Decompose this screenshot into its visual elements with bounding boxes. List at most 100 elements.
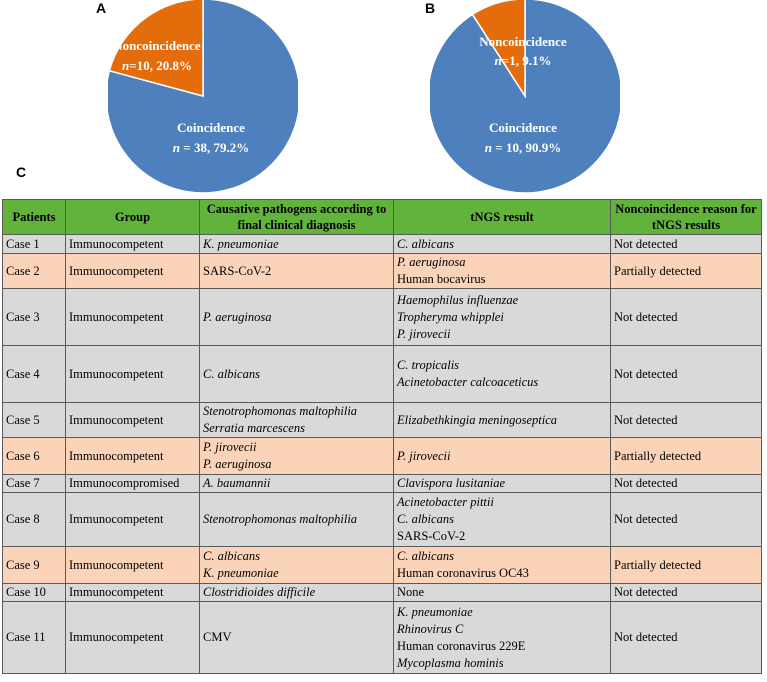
cell-group: Immunocompetent	[65, 583, 200, 602]
cell-tngs-result: C. tropicalis Acinetobacter calcoaceticus	[393, 345, 611, 403]
cell-patient: Case 10	[2, 583, 66, 602]
pathogen-name: P. jirovecii	[397, 448, 451, 463]
table-row: Case 3 Immunocompetent P. aeruginosa Haemop…	[2, 288, 762, 346]
cell-group: Immunocompetent	[65, 492, 200, 547]
pathogen-name: Clavispora lusitaniae	[397, 476, 505, 490]
table-row: Case 1 Immunocompetent K. pneumoniae C. alb…	[2, 234, 762, 254]
cell-noncoincidence-reason: Partially detected	[610, 253, 762, 289]
cell-patient: Case 1	[2, 234, 66, 254]
cell-tngs-result: P. aeruginosa Human bocavirus	[393, 253, 611, 289]
pie-label-count-percent: =10, 20.8%	[129, 58, 192, 73]
cell-tngs-result: K. pneumoniae Rhinovirus C Human coronavir…	[393, 601, 611, 674]
pathogen-name: Human coronavirus OC43	[397, 566, 529, 580]
pathogen-name: P. aeruginosa	[203, 309, 272, 324]
pathogen-name: A. baumannii	[203, 476, 271, 490]
cell-group: Immunocompetent	[65, 345, 200, 403]
panel-label-a: A	[96, 0, 107, 16]
cell-causative-pathogens: CMV	[199, 601, 394, 674]
pathogen-name: P. jirovecii	[397, 326, 451, 341]
cell-tngs-result: C. albicans Human coronavirus OC43	[393, 546, 611, 584]
pathogen-name: K. pneumoniae	[203, 566, 279, 580]
pie-label-value: n = 10, 90.9%	[485, 140, 561, 155]
panel-label-c: C	[16, 164, 27, 180]
cell-causative-pathogens: A. baumannii	[199, 474, 394, 493]
cell-tngs-result: P. jirovecii	[393, 437, 611, 475]
pathogen-name: SARS-CoV-2	[203, 263, 272, 278]
cell-patient: Case 3	[2, 288, 66, 346]
cell-group: Immunocompetent	[65, 253, 200, 289]
pathogen-name: C. albicans	[397, 236, 454, 251]
cell-noncoincidence-reason: Not detected	[610, 492, 762, 547]
header-group: Group	[65, 199, 200, 235]
pathogen-name: Human bocavirus	[397, 272, 486, 286]
header-causative-pathogens: Causative pathogens according to final c…	[199, 199, 394, 235]
table-row: Case 7 Immunocompromised A. baumannii Clavi…	[2, 474, 762, 493]
pie-slice-noncoincidence	[471, 0, 526, 99]
header-patients: Patients	[2, 199, 66, 235]
cell-group: Immunocompetent	[65, 288, 200, 346]
pathogen-name: Haemophilus influenzae	[397, 292, 519, 307]
cell-causative-pathogens: K. pneumoniae	[199, 234, 394, 254]
pie-label-n: n	[495, 53, 502, 68]
cell-noncoincidence-reason: Not detected	[610, 345, 762, 403]
cell-patient: Case 5	[2, 402, 66, 438]
pie-label-count-percent: =1, 9.1%	[502, 53, 552, 68]
pathogen-name: K. pneumoniae	[203, 236, 279, 251]
pathogen-name: Acinetobacter calcoaceticus	[397, 375, 539, 389]
header-noncoincidence-reason: Noncoincidence reason for tNGS results	[610, 199, 762, 235]
pathogen-name: Stenotrophomonas maltophilia	[203, 512, 358, 526]
noncoincidence-table: Patients Group Causative pathogens accor…	[2, 199, 762, 674]
pathogen-name: None	[397, 585, 425, 599]
pathogen-name: Rhinovirus C	[397, 621, 464, 636]
cell-tngs-result: Haemophilus influenzae Tropheryma whipple…	[393, 288, 611, 346]
pie-label-name: Noncoincidence	[113, 38, 201, 53]
pie-label-count-percent: = 10, 90.9%	[492, 140, 561, 155]
cell-causative-pathogens: C. albicans K. pneumoniae	[199, 546, 394, 584]
pathogen-name: C. tropicalis	[397, 358, 460, 372]
pathogen-name: CMV	[203, 630, 232, 644]
table-row: Case 4 Immunocompetent C. albicans C. tropi…	[2, 345, 762, 403]
table-row: Case 2 Immunocompetent SARS-CoV-2 P. aerugi…	[2, 253, 762, 289]
pathogen-name: C. albicans	[203, 549, 260, 563]
pathogen-name: P. jirovecii	[203, 440, 257, 454]
cell-noncoincidence-reason: Not detected	[610, 601, 762, 674]
cell-tngs-result: Elizabethkingia meningoseptica	[393, 402, 611, 438]
table-row: Case 11 Immunocompetent CMV K. pneumoniae Rh…	[2, 601, 762, 674]
cell-tngs-result: Acinetobacter pittii C. albicans SARS-CoV-…	[393, 492, 611, 547]
pie-label-name: Coincidence	[177, 120, 245, 135]
pathogen-name: Serratia marcescens	[203, 421, 305, 435]
cell-patient: Case 9	[2, 546, 66, 584]
pie-label-name: Coincidence	[489, 120, 557, 135]
cell-group: Immunocompetent	[65, 437, 200, 475]
pie-label-value: n=10, 20.8%	[122, 58, 192, 73]
cell-group: Immunocompromised	[65, 474, 200, 493]
cell-group: Immunocompetent	[65, 234, 200, 254]
table-row: Case 8 Immunocompetent Stenotrophomonas ma…	[2, 492, 762, 547]
pathogen-name: P. aeruginosa	[203, 457, 272, 471]
pathogen-name: C. albicans	[397, 549, 454, 563]
table-row: Case 10 Immunocompetent Clostridioides dif…	[2, 583, 762, 602]
cell-group: Immunocompetent	[65, 546, 200, 584]
pathogen-name: Mycoplasma hominis	[397, 655, 504, 670]
pie-label-value: n = 38, 79.2%	[173, 140, 249, 155]
pathogen-name: P. aeruginosa	[397, 255, 466, 269]
cell-group: Immunocompetent	[65, 402, 200, 438]
pie-label-name: Noncoincidence	[479, 34, 567, 49]
cell-causative-pathogens: P. aeruginosa	[199, 288, 394, 346]
cell-noncoincidence-reason: Not detected	[610, 288, 762, 346]
pie-label-n: n	[173, 140, 180, 155]
cell-noncoincidence-reason: Not detected	[610, 474, 762, 493]
cell-tngs-result: C. albicans	[393, 234, 611, 254]
pie-label-n: n	[485, 140, 492, 155]
pathogen-name: Acinetobacter pittii	[397, 495, 494, 509]
cell-causative-pathogens: C. albicans	[199, 345, 394, 403]
pie-label-count-percent: = 38, 79.2%	[180, 140, 249, 155]
cell-patient: Case 6	[2, 437, 66, 475]
pathogen-name: Tropheryma whipplei	[397, 309, 504, 324]
pathogen-name: K. pneumoniae	[397, 604, 473, 619]
cell-causative-pathogens: Stenotrophomonas maltophilia Serratia mar…	[199, 402, 394, 438]
pathogen-name: C. albicans	[203, 366, 260, 381]
cell-noncoincidence-reason: Not detected	[610, 234, 762, 254]
cell-causative-pathogens: Clostridioides difficile	[199, 583, 394, 602]
